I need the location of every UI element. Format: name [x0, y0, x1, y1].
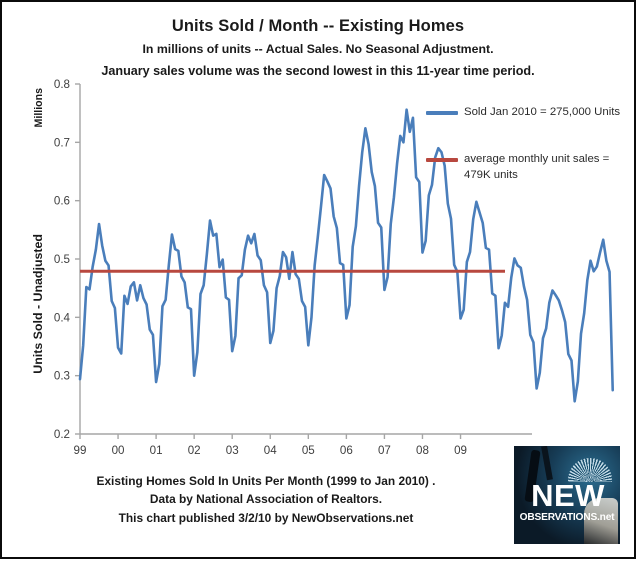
svg-text:07: 07 — [378, 444, 391, 457]
svg-text:06: 06 — [340, 444, 353, 457]
legend-label-series: Sold Jan 2010 = 275,000 Units — [464, 106, 621, 118]
x-axis-tick-labels: 99 00 01 02 03 04 05 06 07 08 09 — [74, 444, 467, 457]
x-axis-ticks — [79, 434, 462, 439]
svg-text:0.8: 0.8 — [54, 78, 70, 91]
y-axis-tick-labels: 0.8 0.7 0.6 0.5 0.4 0.3 0.2 — [54, 78, 71, 441]
logo-wordmark: NEW — [531, 478, 605, 513]
caption-line-1: Existing Homes Sold In Units Per Month (… — [96, 474, 436, 488]
logo-subtext: OBSERVATIONS.net — [519, 512, 615, 523]
chart-annotation: January sales volume was the second lowe… — [101, 63, 535, 78]
svg-text:03: 03 — [226, 444, 239, 457]
svg-text:00: 00 — [112, 444, 125, 457]
svg-text:05: 05 — [302, 444, 315, 457]
chart-title-block: Units Sold / Month -- Existing Homes In … — [2, 16, 634, 80]
svg-text:01: 01 — [150, 444, 163, 457]
svg-text:09: 09 — [454, 444, 467, 457]
chart-legend: Sold Jan 2010 = 275,000 Units average mo… — [426, 105, 622, 215]
svg-text:0.7: 0.7 — [54, 136, 70, 149]
svg-text:02: 02 — [188, 444, 201, 457]
svg-text:0.4: 0.4 — [54, 311, 71, 324]
svg-text:0.2: 0.2 — [54, 428, 70, 441]
svg-text:0.6: 0.6 — [54, 195, 70, 208]
newobservations-logo: NEW OBSERVATIONS.net — [514, 446, 620, 544]
svg-text:99: 99 — [74, 444, 87, 457]
logo-person-silhouette — [584, 498, 618, 544]
svg-text:0.5: 0.5 — [54, 253, 70, 266]
legend-item-series: Sold Jan 2010 = 275,000 Units — [426, 105, 622, 120]
legend-swatch-series — [426, 111, 458, 115]
y-axis-ticks — [75, 83, 80, 435]
caption-line-2: Data by National Association of Realtors… — [149, 492, 383, 507]
chart-caption: Existing Homes Sold In Units Per Month (… — [46, 472, 486, 527]
legend-label-average: average monthly unit sales = 479K units — [464, 153, 610, 181]
data-series-line — [78, 108, 615, 403]
svg-text:04: 04 — [264, 444, 277, 457]
svg-text:0.3: 0.3 — [54, 370, 70, 383]
chart-subtitle: In millions of units -- Actual Sales. No… — [142, 41, 494, 56]
legend-item-average: average monthly unit sales = 479K units — [426, 152, 622, 183]
page-title: Units Sold / Month -- Existing Homes — [171, 17, 465, 35]
svg-text:08: 08 — [416, 444, 429, 457]
caption-line-3: This chart published 3/2/10 by NewObserv… — [118, 510, 414, 525]
legend-swatch-average — [426, 158, 458, 163]
